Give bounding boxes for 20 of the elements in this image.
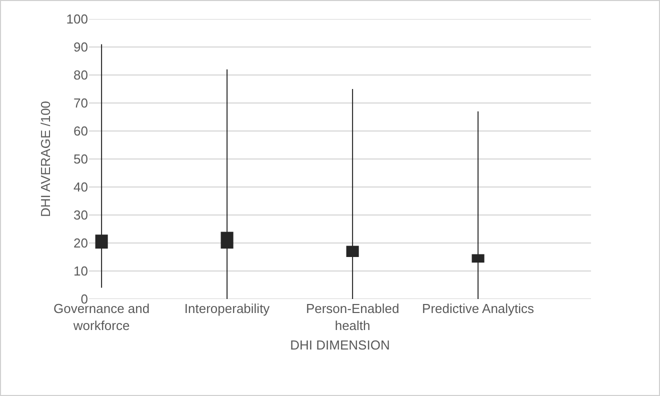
x-tick-label: Person-Enabled health [306,301,400,333]
y-tick-label: 40 [74,180,88,195]
y-tick-label: 30 [74,208,88,223]
y-tick-label: 100 [66,12,88,27]
y-tick-label: 90 [74,40,88,55]
candlestick [346,89,359,299]
candlestick [95,44,108,288]
y-tick-label: 80 [74,68,88,83]
y-tick-label: 50 [74,152,88,167]
y-tick-label: 0 [80,292,88,307]
x-tick-label: Predictive Analytics [422,301,535,316]
candlestick [472,111,484,299]
y-tick-label: 70 [74,96,88,111]
y-tick-label: 10 [74,264,88,279]
y-axis-title: DHI AVERAGE /100 [38,100,54,218]
x-axis-title: DHI DIMENSION [290,338,390,352]
y-tick-label: 60 [74,124,88,139]
candlestick [220,69,234,299]
x-tick-label: Interoperability [184,301,270,316]
y-tick-label: 20 [74,236,88,251]
